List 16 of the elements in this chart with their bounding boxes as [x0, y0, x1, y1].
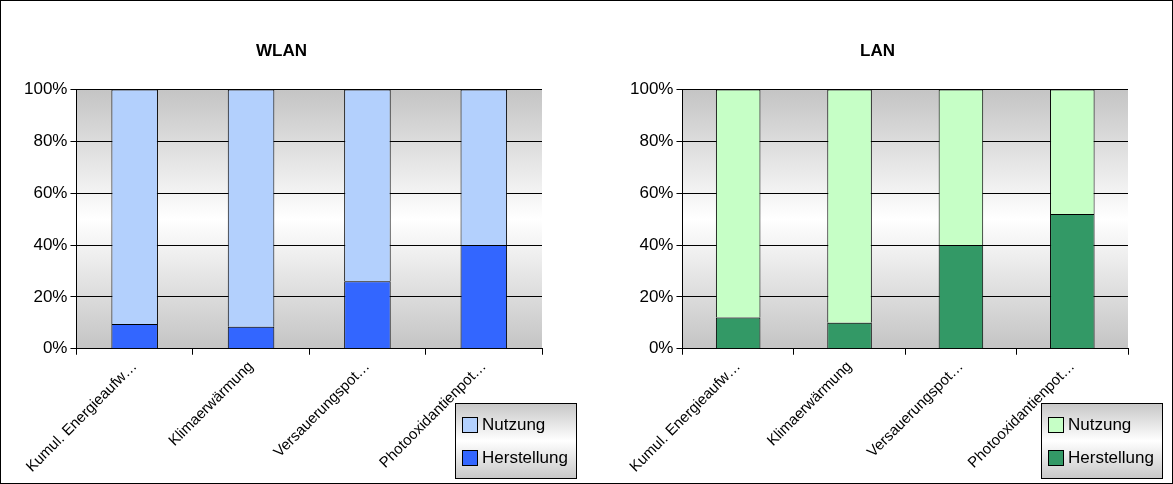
y-tick-label: 60%: [639, 182, 674, 202]
y-tick-label: 0%: [648, 338, 674, 358]
y-tick-label: 20%: [639, 286, 674, 306]
text: Nutzung: [482, 414, 546, 434]
y-tick-label: 60%: [33, 182, 68, 202]
y-tick-label: 80%: [33, 130, 68, 150]
chart-title: WLAN: [256, 40, 307, 60]
y-tick-label: 80%: [639, 130, 674, 150]
y-tick-label: 40%: [639, 234, 674, 254]
chart-title: LAN: [860, 40, 895, 60]
y-tick-label: 0%: [42, 338, 68, 358]
y-tick-label: 20%: [33, 286, 68, 306]
y-tick-label: 100%: [24, 79, 68, 99]
legend-label: Herstellung: [482, 447, 568, 467]
y-tick-label: 100%: [630, 79, 674, 99]
y-tick-label: 40%: [33, 234, 68, 254]
